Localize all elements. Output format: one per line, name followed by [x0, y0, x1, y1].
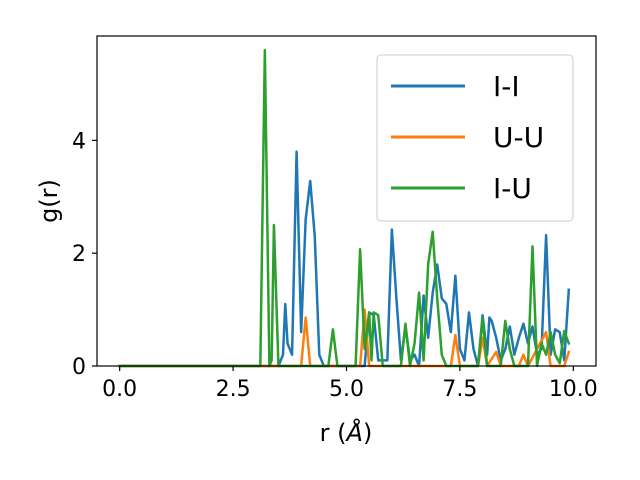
y-tick-label: 2 [72, 242, 86, 267]
legend-label-u-u: U-U [493, 121, 544, 154]
x-axis-label: r (Å) [320, 418, 373, 447]
x-tick-label: 10.0 [549, 377, 598, 402]
x-axis-label-close: ) [363, 419, 372, 447]
y-axis: 0 2 4 [72, 129, 97, 380]
legend-label-i-u: I-U [493, 172, 532, 205]
x-axis: 0.0 2.5 5.0 7.5 10.0 [102, 366, 598, 402]
legend-label-i-i: I-I [493, 70, 520, 103]
y-axis-label: g(r) [35, 179, 63, 223]
y-tick-label: 4 [72, 129, 86, 154]
x-tick-label: 2.5 [216, 377, 251, 402]
x-axis-label-main: r ( [320, 419, 347, 447]
legend: I-I U-U I-U [376, 54, 574, 222]
x-tick-label: 5.0 [329, 377, 364, 402]
legend-box [376, 54, 574, 222]
x-tick-label: 0.0 [102, 377, 137, 402]
series-line-i-i [118, 150, 571, 368]
x-axis-label-unit: Å [345, 418, 363, 447]
y-tick-label: 0 [72, 355, 86, 380]
x-tick-label: 7.5 [442, 377, 477, 402]
